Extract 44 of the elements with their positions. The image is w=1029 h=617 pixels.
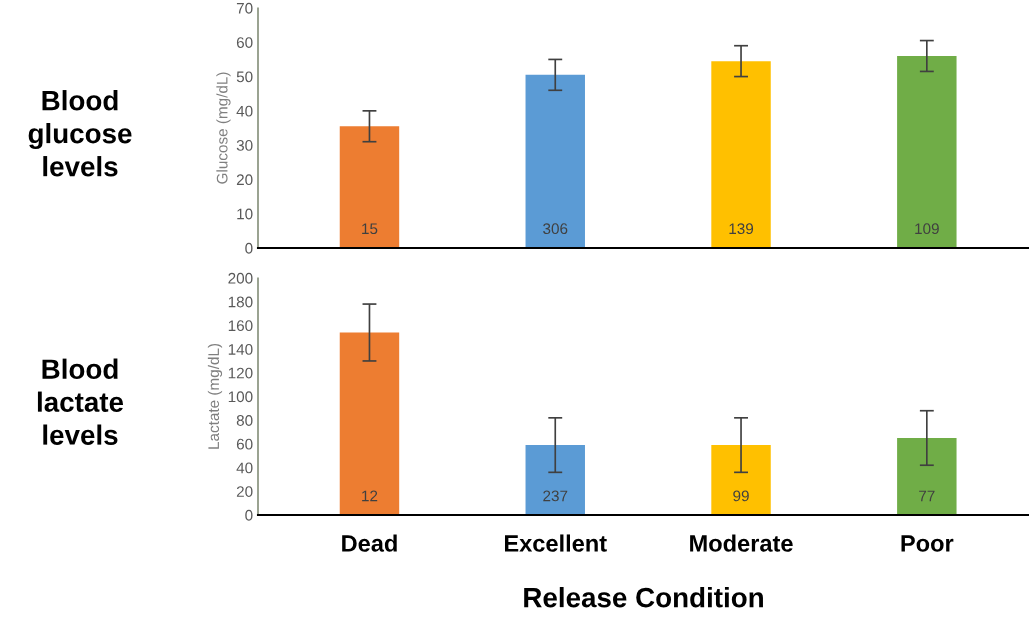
text: Blood lactate levels [37,358,124,445]
x-tick-label: Dead [342,534,397,552]
annotation: 15 [362,223,378,235]
y-tick-label: 50 [236,71,253,83]
x-tick-label: Moderate [690,534,793,552]
annotation: 109 [915,223,939,235]
y-tick-label: 40 [236,105,253,117]
bar [897,437,957,515]
y-tick-label: 20 [236,486,253,497]
y-tick-label: 140 [228,343,253,355]
text: Blood glucose levels [28,90,132,177]
annotation: 77 [919,490,935,502]
annotation: 99 [733,490,749,502]
y-axis-title: Glucose (mg/dL) [216,72,231,184]
y-tick-label: 10 [237,208,253,220]
y-tick-label: 60 [236,37,253,48]
x-tick-label: Poor [901,535,954,552]
x-axis-title: Release Condition [524,587,763,608]
y-tick-label: 60 [236,438,253,450]
y-tick-label: 200 [228,272,253,284]
y-tick-label: 20 [236,174,253,186]
annotation: 306 [543,223,568,235]
bar [525,445,585,515]
y-tick-label: 70 [236,2,253,14]
y-tick-label: 160 [228,320,253,332]
bar [711,445,771,515]
bar [711,61,771,248]
annotation: 237 [543,490,568,502]
y-tick-label: 30 [236,140,253,151]
y-axis-title: Lactate (mg/dL) [207,343,223,449]
y-tick-label: 0 [245,509,253,521]
bar [339,126,400,248]
bar [339,332,400,515]
y-tick-label: 100 [228,391,253,403]
y-tick-label: 120 [228,367,253,379]
y-tick-label: 180 [228,296,253,308]
annotation: 12 [362,490,378,502]
annotation: 139 [729,223,754,235]
bar [897,56,957,248]
bar [525,74,585,248]
y-tick-label: 40 [236,462,253,474]
y-tick-label: 0 [245,242,253,254]
y-tick-label: 80 [236,415,253,426]
x-tick-label: Excellent [505,534,607,552]
